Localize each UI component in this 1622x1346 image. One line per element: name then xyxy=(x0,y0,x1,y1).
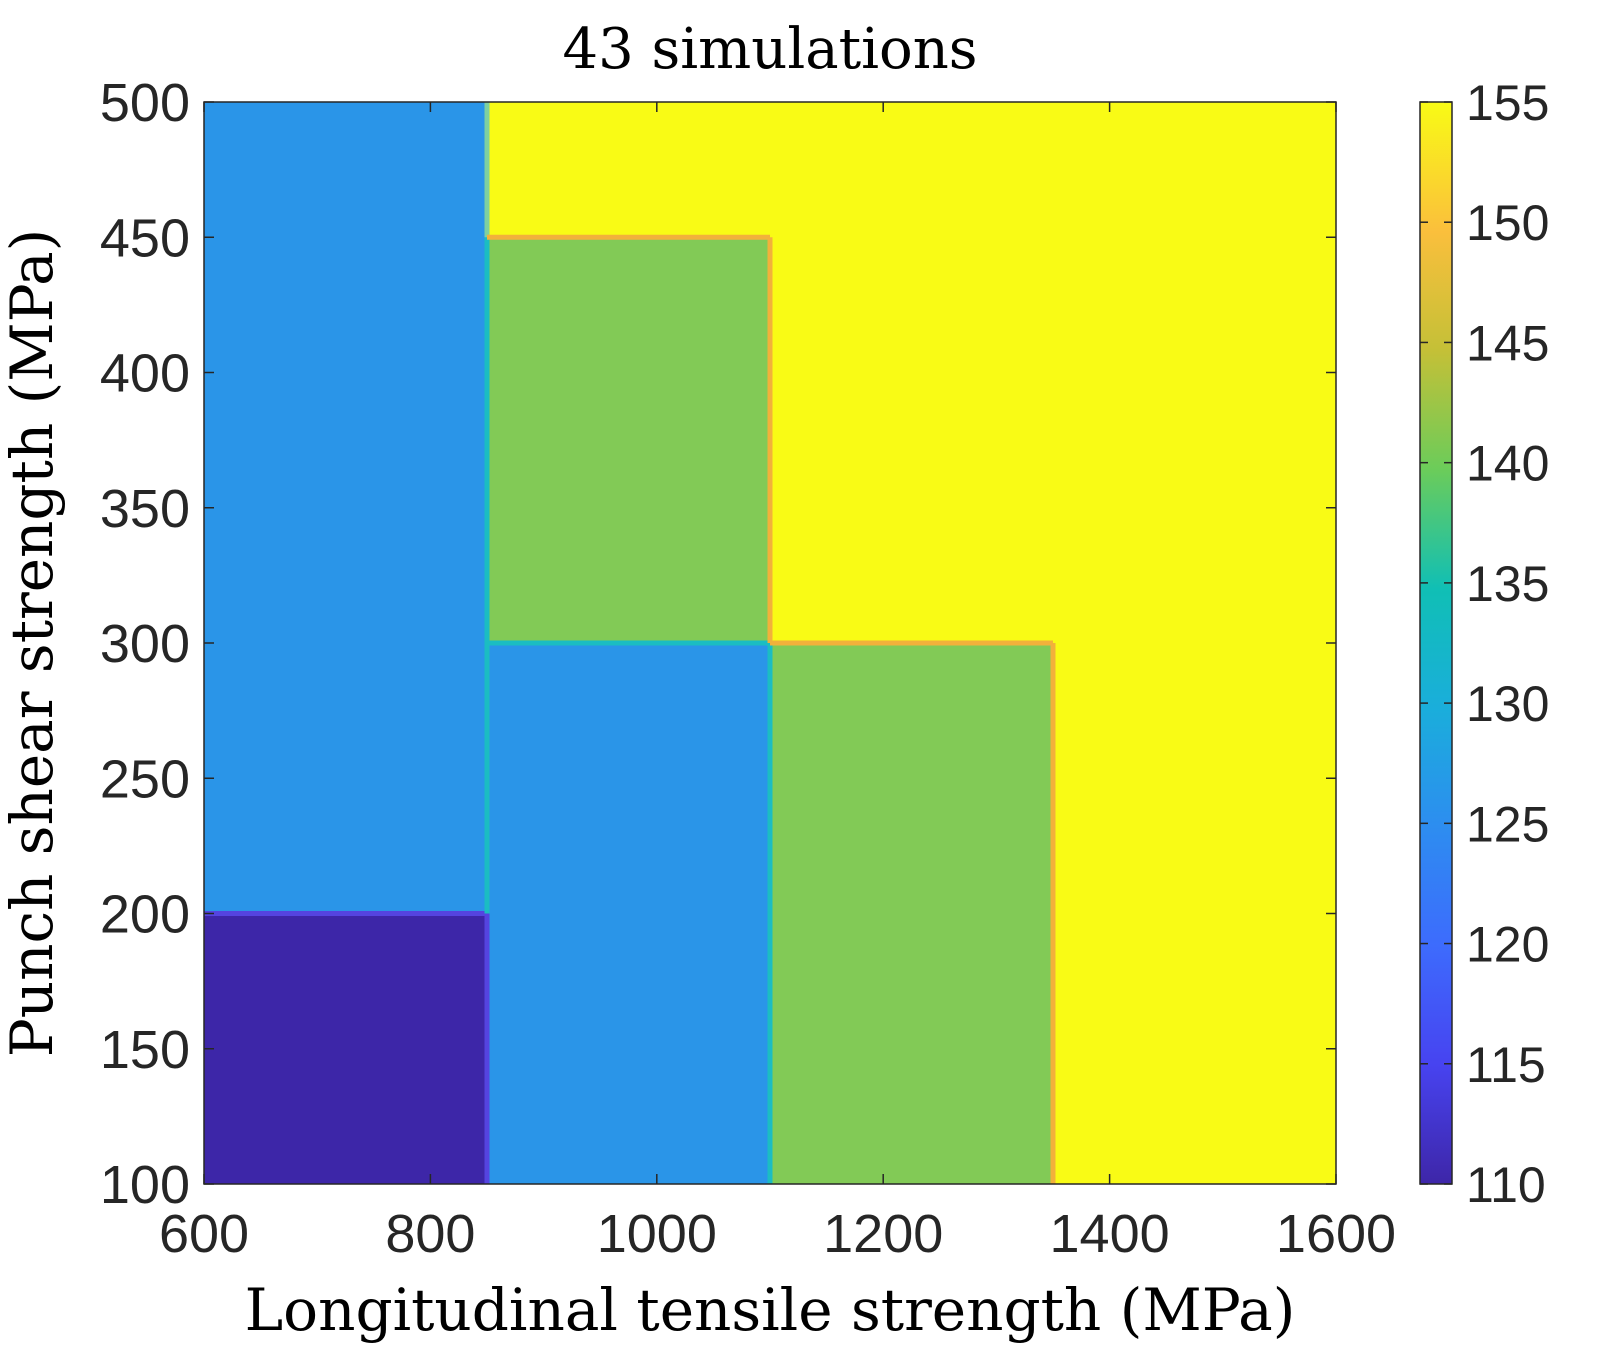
heatmap-region-2 xyxy=(204,102,487,914)
heatmap-region-6 xyxy=(770,643,1053,1184)
heatmap-regions xyxy=(204,102,1336,1184)
x-axis-ticks: 600 800 1000 1200 1400 1600 xyxy=(159,102,1396,1264)
region-boundaries xyxy=(204,102,1056,1184)
heatmap-region-4 xyxy=(487,237,770,643)
colorbar-tick-label: 145 xyxy=(1466,315,1549,371)
y-tick-label: 250 xyxy=(100,749,190,809)
colorbar-tick-label: 115 xyxy=(1466,1037,1546,1093)
x-tick-label: 800 xyxy=(385,1204,475,1264)
x-tick-label: 1600 xyxy=(1276,1204,1396,1264)
heatmap-region-8 xyxy=(1053,102,1336,1184)
colorbar-tick-label: 125 xyxy=(1466,796,1549,852)
heatmap-region-3 xyxy=(487,643,770,1184)
chart-title: 43 simulations xyxy=(562,17,977,82)
x-tick-label: 600 xyxy=(159,1204,249,1264)
y-tick-label: 400 xyxy=(100,344,190,404)
colorbar-tick-label: 120 xyxy=(1466,917,1549,973)
y-tick-label: 450 xyxy=(100,208,190,268)
heatmap-region-5 xyxy=(487,102,770,238)
y-tick-label: 200 xyxy=(100,885,190,945)
y-tick-label: 350 xyxy=(100,479,190,539)
colorbar-tick-label: 155 xyxy=(1466,75,1549,131)
y-tick-label: 500 xyxy=(100,73,190,133)
heatmap-region-1 xyxy=(204,913,487,1184)
y-tick-label: 150 xyxy=(100,1020,190,1080)
x-tick-label: 1000 xyxy=(597,1204,717,1264)
y-tick-label: 300 xyxy=(100,614,190,674)
heatmap-region-7 xyxy=(770,102,1053,643)
colorbar xyxy=(1419,101,1453,1185)
y-axis-ticks: 100 150 200 250 300 350 400 450 500 xyxy=(100,73,1336,1215)
colorbar-tick-label: 110 xyxy=(1466,1157,1546,1213)
colorbar-tick-label: 135 xyxy=(1466,556,1549,612)
x-tick-label: 1400 xyxy=(1050,1204,1170,1264)
colorbar-ticks: 110 115 120 125 130 135 140 145 150 155 xyxy=(1420,75,1549,1213)
y-tick-label: 100 xyxy=(100,1155,190,1215)
y-axis-label: Punch shear strength (MPa) xyxy=(0,229,66,1058)
colorbar-tick-label: 140 xyxy=(1466,436,1549,492)
x-axis-label: Longitudinal tensile strength (MPa) xyxy=(245,1276,1296,1344)
x-tick-label: 1200 xyxy=(823,1204,943,1264)
colorbar-tick-label: 150 xyxy=(1466,195,1549,251)
colorbar-tick-label: 130 xyxy=(1466,676,1549,732)
